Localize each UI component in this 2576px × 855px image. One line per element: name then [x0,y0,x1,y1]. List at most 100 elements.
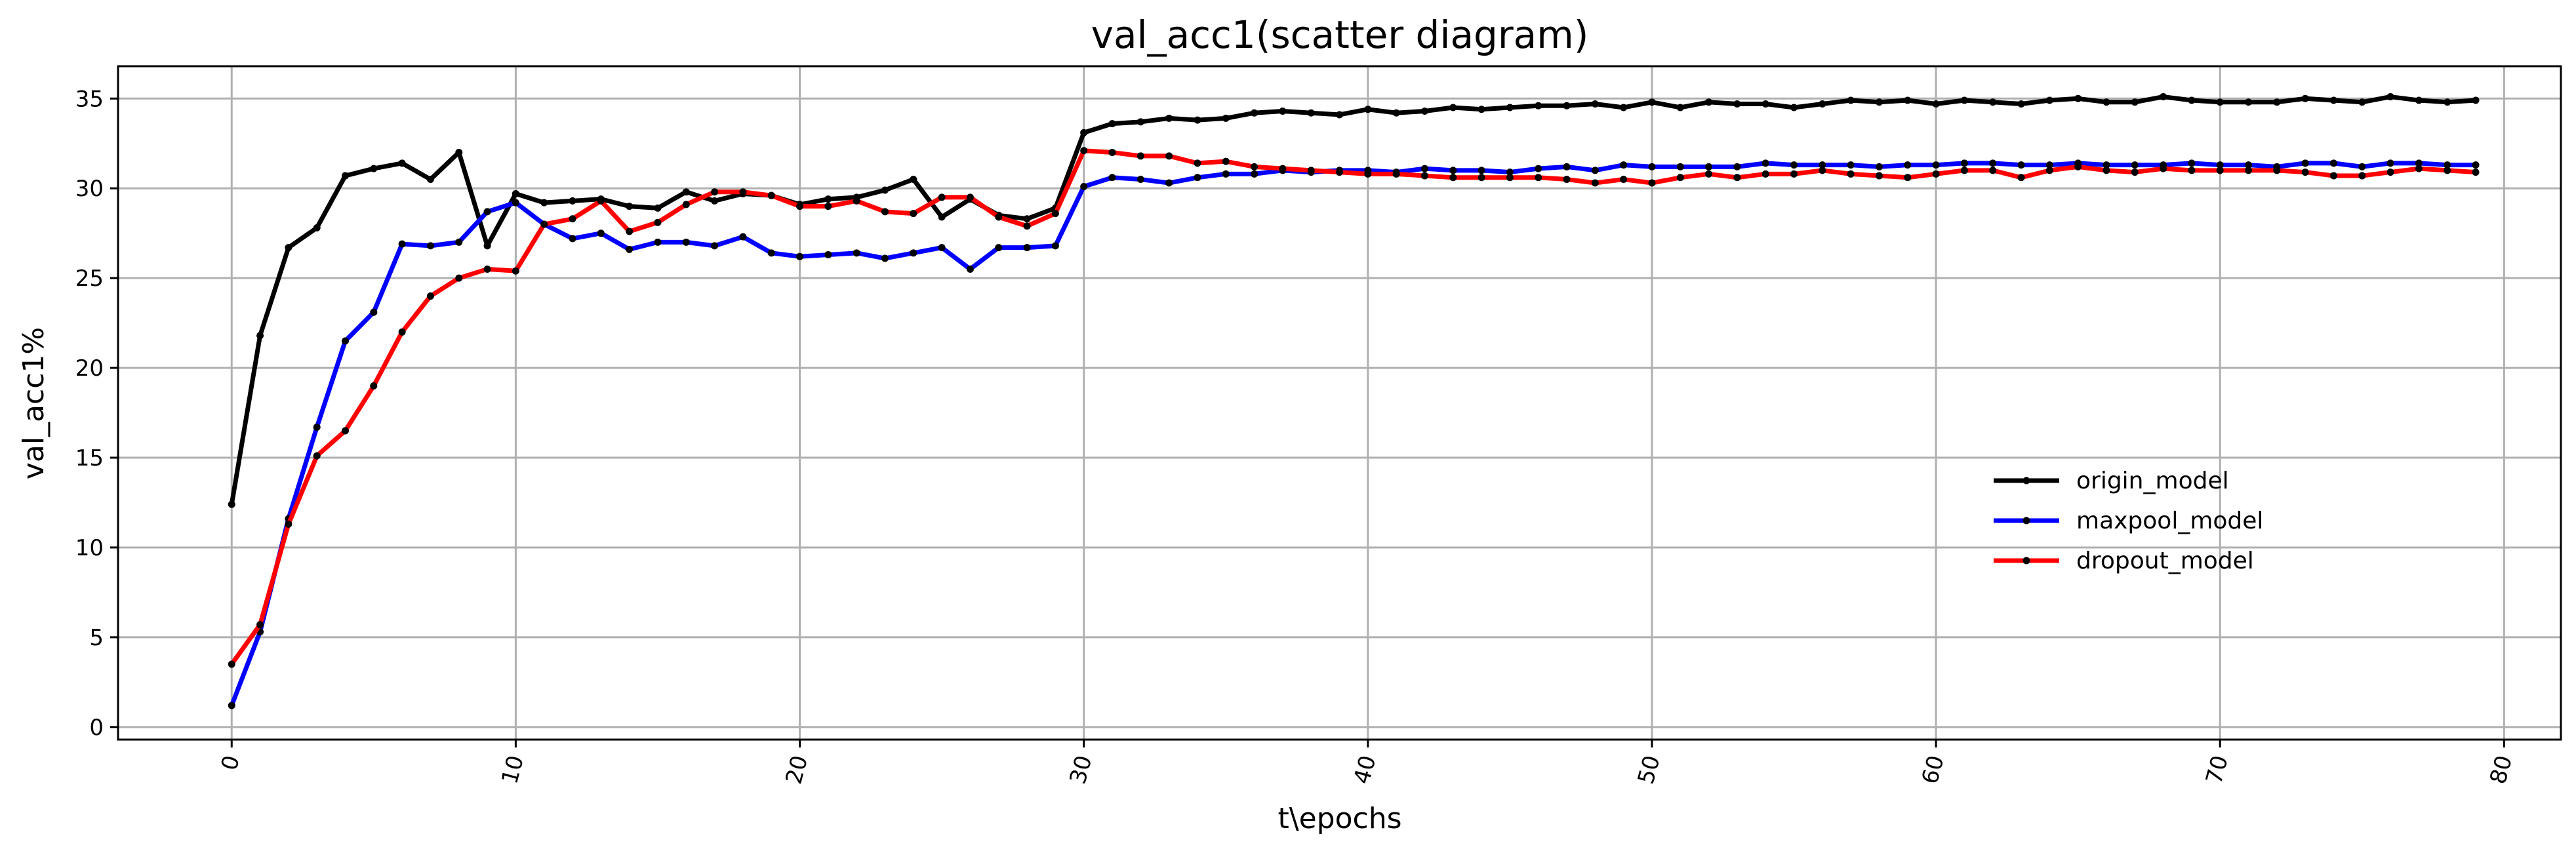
data-point [853,249,860,257]
data-point [1960,159,1968,167]
data-point [1165,179,1173,187]
data-point [1989,98,1997,106]
data-point [1478,106,1485,113]
data-point [2188,167,2196,174]
data-point [1165,114,1173,122]
y-tick-label: 5 [89,625,104,651]
data-point [853,197,860,205]
data-point [2017,174,2025,182]
data-point [654,204,662,212]
legend-label: maxpool_model [2076,507,2263,534]
data-point [1080,182,1088,190]
data-point [1989,167,1997,174]
data-point [483,208,491,216]
data-point [1591,100,1599,108]
data-point [2386,93,2394,101]
data-point [370,308,378,316]
data-point [1336,169,1343,176]
data-point [1733,163,1741,170]
data-point [1023,222,1031,230]
data-point [1392,109,1400,117]
data-point [1478,174,1485,182]
data-point [1108,148,1116,156]
data-point [2472,161,2480,169]
data-point [2386,169,2394,176]
data-point [1563,163,1571,170]
data-point [1648,179,1656,187]
data-point [256,621,264,629]
data-point [1251,170,1258,178]
series-line [229,148,2478,667]
data-point [2245,167,2253,174]
data-point [881,208,889,216]
data-point [1790,161,1798,169]
data-point [1137,176,1144,184]
data-point [2103,167,2110,174]
data-point [1535,165,1542,172]
data-point [1222,114,1230,122]
y-tick-label: 15 [75,445,104,471]
data-point [313,224,321,231]
data-point [1648,98,1656,106]
series-line [229,94,2478,507]
data-point [796,203,804,210]
data-point [910,176,917,184]
data-point [682,238,690,246]
data-point [626,245,634,253]
data-point [1051,242,1059,250]
y-tick-label: 25 [75,266,104,292]
data-point [626,203,634,210]
data-point [2245,98,2253,106]
data-point [1222,157,1230,165]
data-point [1591,167,1599,174]
data-point [2074,163,2082,170]
data-point [938,244,946,252]
data-point [654,238,662,246]
data-point [398,159,406,167]
data-point [824,195,832,203]
data-point [2386,159,2394,167]
data-point [569,235,576,243]
y-axis: 0 5 10 15 20 25 30 35 [75,86,118,741]
data-point [2358,172,2366,180]
data-point [1563,176,1571,184]
data-point [966,193,974,201]
y-tick-label: 20 [75,355,104,382]
data-point [1251,163,1258,170]
data-point [2301,159,2309,167]
y-tick-label: 30 [75,176,104,202]
data-point [1051,210,1059,218]
data-point [2301,94,2309,102]
data-point [2131,161,2139,169]
data-point [228,500,235,508]
data-point [2045,96,2053,104]
data-point [313,452,321,460]
y-tick-label: 10 [75,535,104,561]
data-point [256,332,264,340]
data-point [398,328,406,336]
data-point [1506,104,1514,111]
data-point [1023,244,1031,252]
data-point [569,197,576,205]
data-point [2160,165,2167,172]
data-point [1478,167,1485,174]
data-point [2017,161,2025,169]
data-point [1336,111,1343,119]
data-point [1904,96,1912,104]
data-point [1790,104,1798,111]
data-point [1080,129,1088,136]
data-point [2045,167,2053,174]
data-point [1847,96,1855,104]
data-point [370,165,378,172]
data-point [1819,100,1826,108]
data-point [1875,163,1883,170]
data-point [910,210,917,218]
data-point [1420,107,1428,115]
data-point [1449,174,1457,182]
data-point [2074,94,2082,102]
data-point [1108,120,1116,128]
data-point [540,199,548,207]
data-point [426,292,434,300]
data-point [597,197,605,205]
